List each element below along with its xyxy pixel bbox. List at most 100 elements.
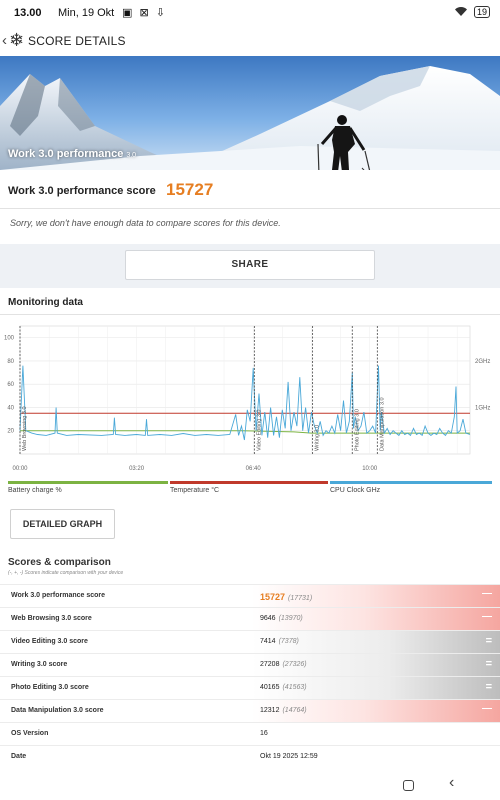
wifi-icon	[455, 7, 470, 18]
legend-swatch-cpu	[330, 481, 492, 484]
hero-illustration	[0, 66, 500, 170]
workload-marker-label: Photo Editing 3.0	[354, 409, 360, 451]
workload-marker-label: Writing 3.0	[315, 425, 321, 451]
score-value: 15727	[166, 180, 214, 199]
minus-icon: —	[482, 611, 492, 622]
row-value: 40165 (41563)	[260, 684, 307, 691]
y2-tick-label: 1GHz	[475, 405, 490, 411]
table-row: Work 3.0 performance score 15727 (17731) —	[0, 584, 500, 607]
status-bar: 13.00 Min, 19 Okt ▣ ⊠ ⇩ 19	[0, 0, 500, 26]
monitoring-chart: 20 40 60 80 100 1GHz 2GHz 00:00 03:20 06:40 10:00 W…	[4, 325, 490, 472]
legend-label-temperature: Temperature °C	[170, 487, 220, 494]
minus-icon: —	[482, 588, 492, 599]
table-row: Photo Editing 3.0 score 40165 (41563) =	[0, 676, 500, 699]
triangle-back-icon[interactable]: ‹	[449, 774, 455, 791]
legend-label-battery: Battery charge %	[8, 487, 62, 494]
row-label: Photo Editing 3.0 score	[11, 684, 89, 691]
row-value-cell	[252, 631, 500, 653]
page-title: SCORE DETAILS	[28, 34, 126, 48]
row-value: 9646 (13970)	[260, 615, 303, 622]
row-value-cell	[252, 700, 500, 722]
equal-icon: =	[485, 681, 492, 693]
legend-temperature: Temperature °C	[170, 481, 328, 494]
minus-icon: —	[482, 703, 492, 714]
score-card: Work 3.0 performance score 15727 Sorry, …	[0, 170, 500, 244]
row-score: 16	[260, 730, 268, 737]
battery-icon: 19	[473, 6, 490, 18]
row-label: OS Version	[11, 730, 49, 737]
scores-panel: Scores & comparison (-, +, -) Scores ind…	[0, 548, 500, 772]
status-time: 13.00	[14, 7, 42, 19]
row-value: 27208 (27326)	[260, 661, 307, 668]
row-score: 9646	[260, 615, 276, 622]
row-score: 15727	[260, 592, 286, 602]
chevron-left-icon[interactable]: ‹	[2, 32, 7, 49]
row-value-cell	[252, 654, 500, 676]
monitoring-panel: Monitoring data 20 40 60 80 100 1GHz 2GHz 00:00…	[0, 288, 500, 548]
row-label: Web Browsing 3.0 score	[11, 615, 92, 622]
row-label: Work 3.0 performance score	[11, 592, 106, 599]
equal-icon: =	[485, 658, 492, 670]
row-label: Date	[11, 753, 27, 760]
hero-banner: Work 3.0 performance 3.0	[0, 56, 500, 170]
status-right: 19	[455, 6, 490, 18]
row-compare-score: (13970)	[278, 615, 303, 622]
square-home-icon[interactable]	[403, 780, 414, 791]
row-score: 27208	[260, 661, 280, 668]
row-compare-score: (17731)	[288, 595, 313, 602]
row-value: 7414 (7378)	[260, 638, 299, 645]
status-date: Min, 19 Okt	[58, 7, 115, 19]
score-label: Work 3.0 performance score	[8, 185, 156, 197]
detailed-graph-button[interactable]: DETAILED GRAPH	[10, 509, 115, 539]
row-compare-score: (7378)	[278, 638, 299, 645]
row-score: 12312	[260, 707, 280, 714]
x-tick-label: 03:20	[129, 466, 145, 472]
row-compare-score: (14764)	[282, 707, 307, 714]
legend-swatch-battery	[8, 481, 168, 484]
table-row: OS Version 16	[0, 722, 500, 745]
table-row: Video Editing 3.0 score 7414 (7378) =	[0, 630, 500, 653]
y-tick-label: 60	[7, 382, 14, 388]
legend-label-cpu: CPU Clock GHz	[330, 487, 381, 494]
row-score: 7414	[260, 638, 276, 645]
x-tick-label: 06:40	[246, 466, 262, 472]
row-label: Data Manipulation 3.0 score	[11, 707, 104, 714]
row-score: 40165	[260, 684, 280, 691]
row-value: Okt 19 2025 12:59	[260, 753, 318, 760]
hero-version: 3.0	[126, 152, 137, 159]
row-label: Writing 3.0 score	[11, 661, 68, 668]
y-tick-label: 20	[7, 429, 14, 435]
row-label: Video Editing 3.0 score	[11, 638, 88, 645]
workload-marker-label: Video Editing 3.0	[256, 410, 262, 452]
row-compare-score: (27326)	[282, 661, 307, 668]
notification-icons: ▣ ⊠ ⇩	[122, 7, 167, 19]
divider	[0, 208, 500, 209]
hero-title: Work 3.0 performance 3.0	[8, 148, 136, 160]
scores-heading: Scores & comparison	[8, 557, 111, 568]
row-compare-score: (41563)	[282, 684, 307, 691]
y-tick-label: 40	[7, 405, 14, 411]
y-tick-label: 100	[4, 336, 15, 342]
legend-cpu: CPU Clock GHz	[330, 481, 492, 494]
share-button[interactable]: SHARE	[125, 250, 375, 280]
row-value-cell	[252, 585, 500, 607]
y2-tick-label: 2GHz	[475, 359, 490, 365]
x-tick-label: 00:00	[12, 466, 28, 472]
hero-title-text: Work 3.0 performance	[8, 148, 124, 160]
app-bar: ‹ ❄ SCORE DETAILS	[0, 26, 500, 56]
table-row: Web Browsing 3.0 score 9646 (13970) —	[0, 607, 500, 630]
workload-marker-label: Data Manipulation 3.0	[379, 397, 385, 451]
legend-swatch-temperature	[170, 481, 328, 484]
row-value-cell	[252, 608, 500, 630]
y-tick-label: 80	[7, 359, 14, 365]
snowflake-icon: ❄	[9, 30, 25, 50]
cpu-series	[19, 365, 471, 441]
row-value: 15727 (17731)	[260, 592, 312, 602]
battery-series	[20, 430, 470, 434]
row-score: Okt 19 2025 12:59	[260, 753, 318, 760]
comparison-message: Sorry, we don't have enough data to comp…	[10, 218, 281, 228]
scores-subheading: (-, +, -) Scores indicate comparison wit…	[8, 570, 124, 576]
legend-battery: Battery charge %	[8, 481, 168, 494]
skier-figure	[317, 115, 371, 170]
equal-icon: =	[485, 635, 492, 647]
